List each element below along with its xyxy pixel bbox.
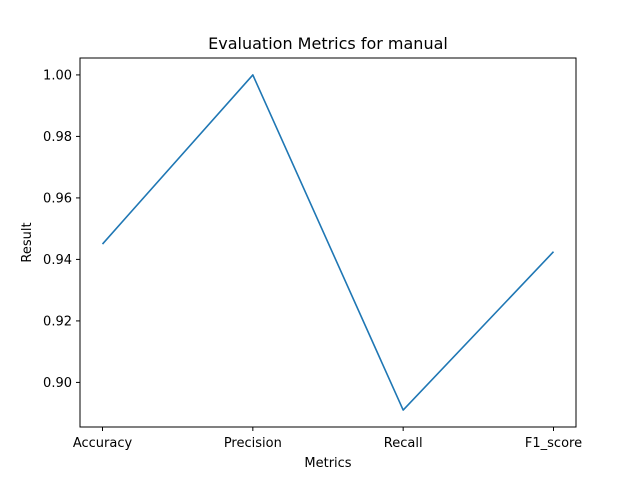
x-tick-label: Precision	[224, 436, 282, 451]
y-tick-label: 0.96	[43, 191, 72, 206]
chart-title: Evaluation Metrics for manual	[208, 34, 448, 53]
plot-area-frame	[79, 57, 577, 428]
y-axis-label: Result	[20, 222, 35, 262]
series-line	[101, 74, 555, 411]
x-tick-label: Recall	[384, 436, 423, 451]
x-axis: Accuracy Precision Recall F1_score	[73, 427, 582, 451]
x-tick-label: F1_score	[525, 436, 582, 451]
x-tick-label: Accuracy	[73, 436, 133, 451]
x-axis-label: Metrics	[304, 456, 351, 471]
y-tick-label: 0.94	[43, 253, 72, 268]
y-axis: 0.90 0.92 0.94 0.96 0.98 1.00	[43, 68, 80, 391]
y-tick-label: 0.90	[43, 376, 72, 391]
y-tick-label: 0.98	[43, 130, 72, 145]
y-tick-label: 1.00	[43, 68, 72, 83]
y-tick-label: 0.92	[43, 314, 72, 329]
